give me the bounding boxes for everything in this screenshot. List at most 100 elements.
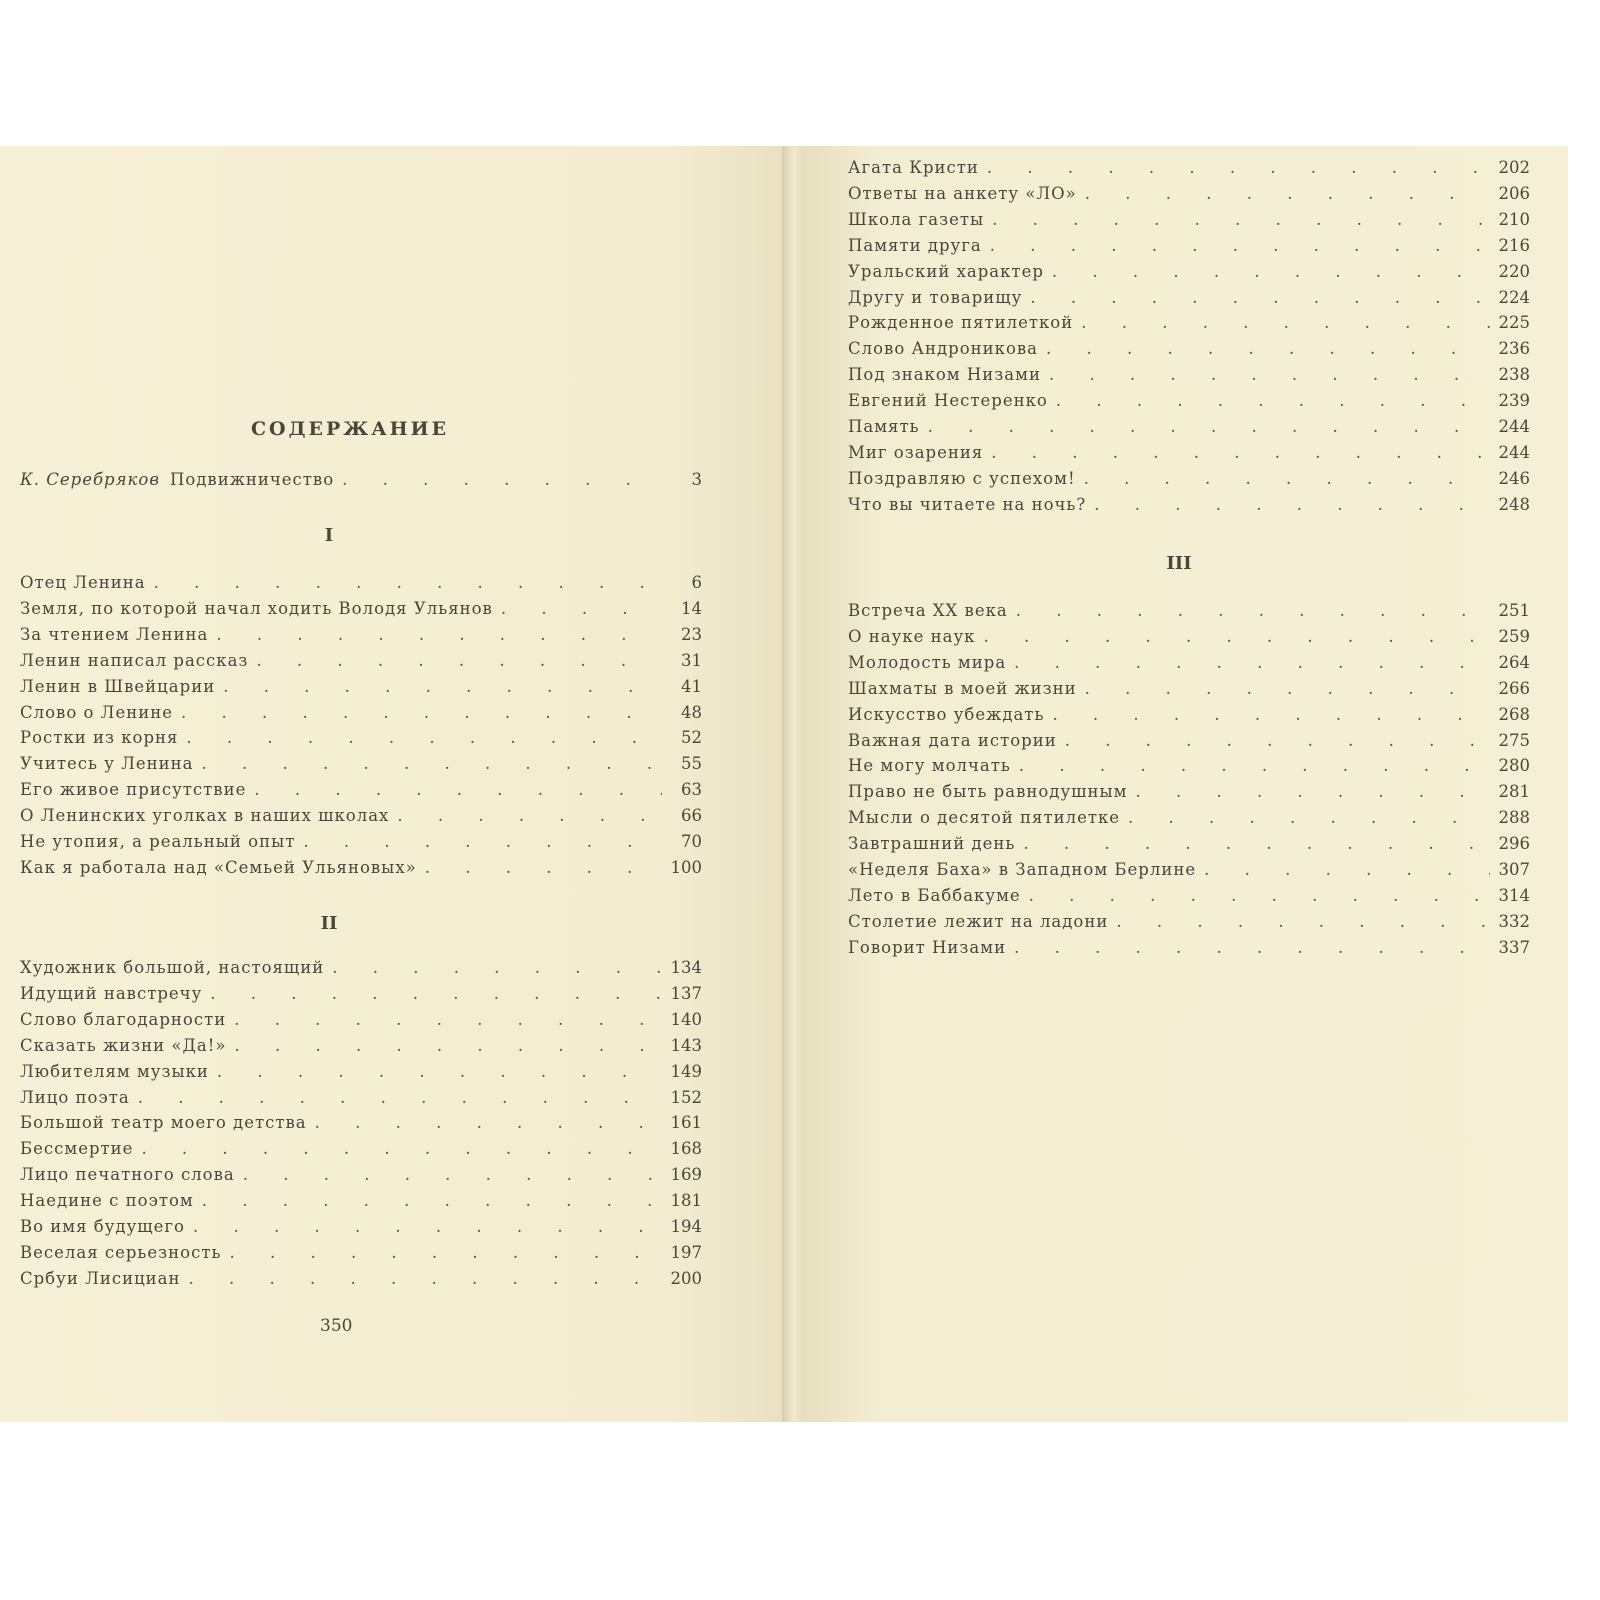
entry-title: Рожденное пятилеткой bbox=[848, 313, 1074, 333]
entry-title: Агата Кристи bbox=[848, 158, 979, 177]
entry-title: Евгений Нестеренко bbox=[848, 391, 1048, 411]
entry-page: 244 bbox=[1498, 417, 1531, 436]
toc-entry: Шахматы в моей жизни . . . . . . . . . . … bbox=[848, 679, 1530, 705]
entry-title: Идущий навстречу bbox=[20, 983, 203, 1003]
toc-entry: Не утопия, а реальный опыт . . . . . . . … bbox=[20, 832, 702, 858]
entry-title: Столетие лежит на ладони bbox=[848, 911, 1109, 931]
toc-entry: Во имя будущего . . . . . . . . . . . . .… bbox=[20, 1217, 702, 1243]
section-numeral: III bbox=[1166, 553, 1192, 574]
entry-title: Искусство убеждать bbox=[848, 704, 1045, 724]
toc-entry: Агата Кристи . . . . . . . . . . . . . . … bbox=[848, 158, 1530, 184]
entry-title: Не утопия, а реальный опыт bbox=[20, 832, 296, 851]
intro-author: К. Серебряков bbox=[20, 470, 160, 489]
dot-leader: . . . . . . . . . . . . . . . . . . . . … bbox=[1135, 782, 1490, 802]
entry-title: Слово благодарности bbox=[20, 1009, 227, 1029]
dot-leader: . . . . . . . . . . . . . . . . . . . . … bbox=[223, 676, 662, 696]
entry-page: 23 bbox=[681, 624, 702, 644]
dot-leader: . . . . . . . . . . . . . . . . . . . . … bbox=[180, 702, 662, 722]
entry-title: Другу и товарищу bbox=[848, 287, 1023, 307]
dot-leader: . . . . . . . . . . . . . . . . . . . . … bbox=[234, 1035, 662, 1055]
entry-page: 239 bbox=[1498, 391, 1531, 411]
entry-title: Ростки из корня bbox=[20, 728, 179, 748]
dot-leader: . . . . . . . . . . . . . . . . . . . . … bbox=[1052, 704, 1490, 724]
entry-page: 63 bbox=[681, 780, 702, 800]
entry-title: Ленин в Швейцарии bbox=[20, 676, 216, 696]
dot-leader: . . . . . . . . . . . . . . . . . . . . … bbox=[1204, 860, 1490, 879]
entry-title: Важная дата истории bbox=[848, 730, 1057, 750]
entry-page: 181 bbox=[670, 1191, 703, 1211]
toc-entry: Отец Ленина . . . . . . . . . . . . . . .… bbox=[20, 573, 702, 599]
entry-page: 202 bbox=[1498, 158, 1531, 177]
toc-entry: О Ленинских уголках в наших школах . . . … bbox=[20, 806, 702, 832]
toc-entry: За чтением Ленина . . . . . . . . . . . .… bbox=[20, 625, 702, 651]
entry-page: 332 bbox=[1498, 911, 1531, 931]
entry-page: 200 bbox=[670, 1268, 703, 1288]
entry-title: Не могу молчать bbox=[848, 756, 1011, 776]
entry-title: О науке наук bbox=[848, 626, 976, 646]
dot-leader: . . . . . . . . . . . . . . . . . . . . … bbox=[1014, 937, 1490, 957]
toc-entry: Рожденное пятилеткой . . . . . . . . . . … bbox=[848, 313, 1530, 339]
entry-page: 251 bbox=[1498, 601, 1531, 620]
entry-page: 280 bbox=[1498, 756, 1531, 776]
dot-leader: . . . . . . . . . . . . . . . . . . . . … bbox=[201, 1191, 662, 1211]
dot-leader: . . . . . . . . . . . . . . . . . . . . … bbox=[186, 728, 662, 748]
entry-page: 266 bbox=[1498, 678, 1531, 698]
dot-leader: . . . . . . . . . . . . . . . . . . . . … bbox=[242, 1165, 662, 1185]
toc-entry: Уральский характер . . . . . . . . . . . … bbox=[848, 262, 1530, 288]
entry-page: 41 bbox=[681, 676, 702, 696]
entry-title: Как я работала над «Семьей Ульяновых» bbox=[20, 857, 417, 877]
entry-page: 168 bbox=[670, 1139, 703, 1159]
toc-entry: Веселая серьезность . . . . . . . . . . .… bbox=[20, 1243, 702, 1269]
toc-entry: Искусство убеждать . . . . . . . . . . . … bbox=[848, 705, 1530, 731]
toc-entry: Что вы читаете на ночь? . . . . . . . . .… bbox=[848, 495, 1530, 521]
dot-leader: . . . . . . . . . . . . . . . . . . . . … bbox=[1081, 313, 1490, 333]
entry-page: 248 bbox=[1498, 494, 1531, 514]
section-numeral: II bbox=[320, 913, 338, 934]
dot-leader: . . . . . . . . . . . . . . . . . . . . … bbox=[1023, 834, 1490, 854]
entry-page: 307 bbox=[1498, 860, 1531, 879]
entry-page: 31 bbox=[681, 650, 702, 670]
dot-leader: . . . . . . . . . . . . . . . . . . . . … bbox=[256, 650, 662, 670]
toc-entry: Важная дата истории . . . . . . . . . . .… bbox=[848, 731, 1530, 757]
dot-leader: . . . . . . . . . . . . . . . . . . . . … bbox=[234, 1009, 662, 1029]
entry-page: 161 bbox=[670, 1113, 703, 1133]
entry-title: Встреча XX века bbox=[848, 601, 1008, 620]
page-number: 350 bbox=[320, 1316, 353, 1336]
entry-title: Слово о Ленине bbox=[20, 702, 173, 722]
entry-title: О Ленинских уголках в наших школах bbox=[20, 806, 390, 826]
toc-entry: Земля, по которой начал ходить Володя Ул… bbox=[20, 599, 702, 625]
toc-entry: Ростки из корня . . . . . . . . . . . . .… bbox=[20, 728, 702, 754]
entry-title: Мысли о десятой пятилетке bbox=[848, 808, 1121, 828]
dot-leader: . . . . . . . . . . . . . . . . . . . . … bbox=[210, 983, 662, 1003]
toc-entry: Миг озарения . . . . . . . . . . . . . . … bbox=[848, 443, 1530, 469]
entry-page: 206 bbox=[1498, 183, 1531, 203]
toc-entry: Евгений Нестеренко . . . . . . . . . . . … bbox=[848, 391, 1530, 417]
entry-title: Лицо печатного слова bbox=[20, 1165, 235, 1185]
entry-title: Лицо поэта bbox=[20, 1087, 130, 1107]
toc-entry: Ленин написал рассказ . . . . . . . . . .… bbox=[20, 651, 702, 677]
dot-leader: . . . . . . . . . . . . . . . . . . . . … bbox=[229, 1242, 662, 1262]
entry-page: 238 bbox=[1498, 365, 1531, 385]
left-page bbox=[0, 146, 782, 1422]
dot-leader: . . . . . . . . . . . . . . . . . . . . … bbox=[1048, 365, 1490, 385]
dot-leader: . . . . . . . . . . . . . . . . . . . . … bbox=[397, 806, 662, 826]
toc-entry: Слово Андроникова . . . . . . . . . . . .… bbox=[848, 339, 1530, 365]
book-gutter bbox=[782, 146, 803, 1422]
entry-page: 70 bbox=[681, 832, 702, 851]
entry-page: 259 bbox=[1498, 626, 1531, 646]
entry-title: Уральский характер bbox=[848, 261, 1044, 281]
entry-title: Память bbox=[848, 417, 920, 436]
entry-title: «Неделя Баха» в Западном Берлине bbox=[848, 860, 1197, 879]
entry-page: 149 bbox=[670, 1061, 703, 1081]
toc-entry: Завтрашний день . . . . . . . . . . . . .… bbox=[848, 834, 1530, 860]
section-numeral: I bbox=[324, 525, 334, 546]
entry-title: Художник большой, настоящий bbox=[20, 958, 325, 977]
entry-title: Лето в Баббакуме bbox=[848, 885, 1021, 905]
entry-page: 134 bbox=[670, 958, 703, 977]
toc-entry: Столетие лежит на ладони . . . . . . . . … bbox=[848, 912, 1530, 938]
toc-entry: Его живое присутствие . . . . . . . . . .… bbox=[20, 780, 702, 806]
dot-leader: . . . . . . . . . . . . . . . . . . . . … bbox=[1051, 261, 1490, 281]
toc-entry: О науке наук . . . . . . . . . . . . . . … bbox=[848, 627, 1530, 653]
dot-leader: . . . . . . . . . . . . . . . . . . . . … bbox=[342, 470, 662, 489]
toc-entry: Лицо поэта . . . . . . . . . . . . . . . … bbox=[20, 1088, 702, 1114]
